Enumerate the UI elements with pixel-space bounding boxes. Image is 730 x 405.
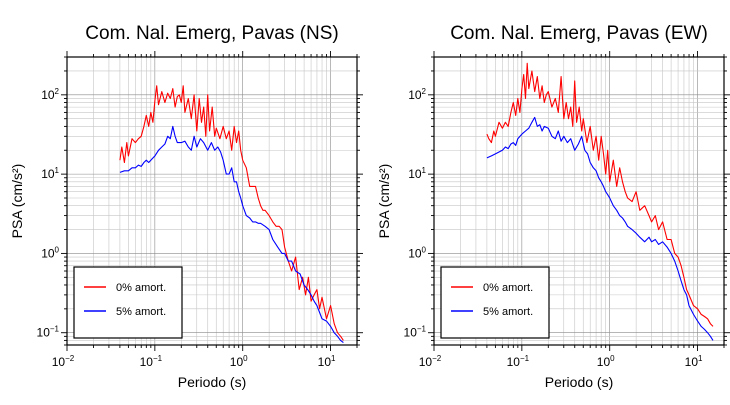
chart-panel-2: Com. Nal. Emerg, Pavas (EW) 10−2 10−1 100 10… bbox=[376, 23, 730, 390]
y-axis-label: PSA (cm/s²) bbox=[9, 164, 25, 239]
series-group bbox=[119, 85, 344, 344]
chart-title: Com. Nal. Emerg, Pavas (NS) bbox=[85, 23, 338, 44]
x-tick-label: 101 bbox=[318, 354, 336, 369]
series-line-1 bbox=[119, 85, 344, 341]
plot-frame bbox=[433, 56, 725, 346]
x-tick-label: 100 bbox=[597, 354, 615, 369]
x-axis-label: Periodo (s) bbox=[178, 374, 246, 390]
legend-box bbox=[440, 266, 550, 339]
series-line-2 bbox=[486, 116, 714, 341]
legend: 0% amort. 5% amort. bbox=[440, 266, 550, 339]
legend-label-2: 5% amort. bbox=[116, 306, 166, 318]
y-tick-label: 10−1 bbox=[37, 325, 60, 340]
y-tick-label: 10−1 bbox=[404, 325, 427, 340]
plot-frame bbox=[66, 56, 358, 346]
x-axis-label: Periodo (s) bbox=[545, 374, 613, 390]
legend: 0% amort. 5% amort. bbox=[73, 266, 183, 339]
legend-label-1: 0% amort. bbox=[116, 282, 166, 294]
series-group bbox=[486, 62, 714, 341]
grid bbox=[66, 56, 358, 346]
y-axis-label: PSA (cm/s²) bbox=[376, 164, 392, 239]
series-line-1 bbox=[486, 62, 714, 327]
legend-label-2: 5% amort. bbox=[483, 306, 533, 318]
x-tick-label: 10−2 bbox=[419, 354, 442, 369]
chart-title: Com. Nal. Emerg, Pavas (EW) bbox=[450, 23, 708, 44]
x-tick-label: 100 bbox=[230, 354, 248, 369]
series-line-2 bbox=[119, 125, 344, 344]
x-tick-label: 10−1 bbox=[140, 354, 163, 369]
legend-label-1: 0% amort. bbox=[483, 282, 533, 294]
y-tick-label: 101 bbox=[41, 166, 59, 181]
y-tick-label: 100 bbox=[41, 245, 59, 260]
y-tick-label: 100 bbox=[408, 245, 426, 260]
chart-panel-1: Com. Nal. Emerg, Pavas (NS) 10−2 10−1 100 10… bbox=[9, 23, 363, 390]
x-tick-label: 101 bbox=[685, 354, 703, 369]
y-tick-label: 102 bbox=[41, 87, 59, 102]
y-tick-label: 102 bbox=[408, 87, 426, 102]
legend-box bbox=[73, 266, 183, 339]
x-tick-label: 10−2 bbox=[52, 354, 75, 369]
y-tick-label: 101 bbox=[408, 166, 426, 181]
x-tick-label: 10−1 bbox=[507, 354, 530, 369]
